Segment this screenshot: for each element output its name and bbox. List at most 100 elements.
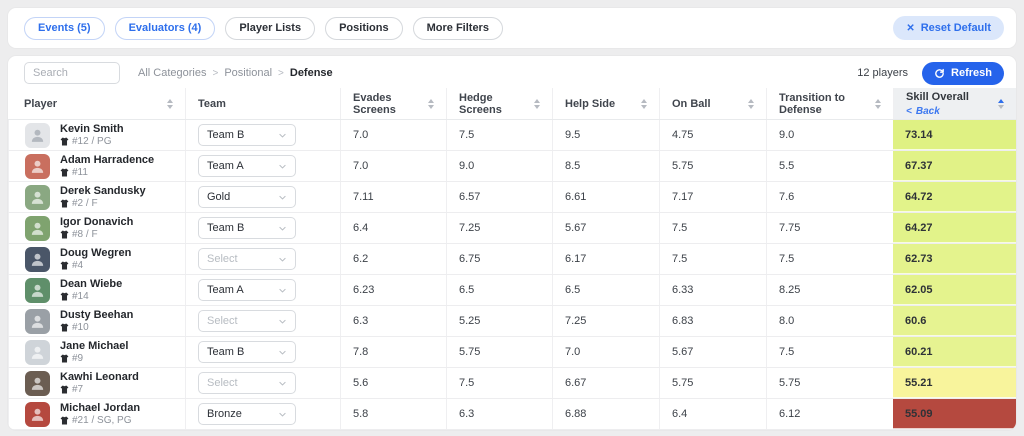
on-ball-value: 5.75 [659, 151, 766, 181]
team-select[interactable]: Select [198, 248, 296, 270]
sort-icon[interactable] [639, 97, 649, 111]
hedge-screens-value: 6.75 [446, 244, 552, 274]
chevron-down-icon [279, 319, 286, 324]
on-ball-value: 4.75 [659, 120, 766, 150]
column-header-transition-to-defense: Transition to Defense [766, 88, 893, 119]
sort-icon[interactable] [996, 97, 1006, 111]
sort-icon[interactable] [532, 97, 542, 111]
chevron-down-icon [279, 195, 286, 200]
avatar [25, 401, 50, 427]
hedge-screens-value: 5.25 [446, 306, 552, 336]
player-name[interactable]: Igor Donavich [60, 216, 134, 228]
player-cell: Michael Jordan #21 / SG, PG [8, 399, 185, 429]
help-side-value: 7.0 [552, 337, 659, 367]
back-link[interactable]: < Back [906, 105, 940, 117]
player-name[interactable]: Michael Jordan [60, 402, 141, 414]
help-side-value: 6.17 [552, 244, 659, 274]
team-select[interactable]: Team B [198, 341, 296, 363]
jersey-icon [60, 261, 69, 270]
filter-pill-evaluators-4[interactable]: Evaluators (4) [114, 16, 216, 40]
column-label: Help Side [565, 97, 616, 110]
skill-overall-value: 55.09 [893, 399, 1016, 429]
player-name[interactable]: Jane Michael [60, 340, 129, 352]
player-name[interactable]: Kawhi Leonard [60, 371, 139, 383]
filter-pill-player-lists[interactable]: Player Lists [225, 16, 316, 40]
skill-overall-value: 64.72 [893, 182, 1016, 212]
skill-overall-value: 62.05 [893, 275, 1016, 305]
player-name[interactable]: Derek Sandusky [60, 185, 146, 197]
team-select[interactable]: Select [198, 372, 296, 394]
sort-icon[interactable] [165, 97, 175, 111]
table-row: Kawhi Leonard #7 Select 5.6 7.5 6.67 5.7… [8, 368, 1016, 399]
column-label: Skill Overall [906, 90, 969, 103]
evades-screens-value: 6.4 [340, 213, 446, 243]
player-jersey: #7 [60, 384, 139, 395]
hedge-screens-value: 5.75 [446, 337, 552, 367]
reset-default-label: Reset Default [920, 22, 991, 34]
hedge-screens-value: 7.25 [446, 213, 552, 243]
sort-icon[interactable] [873, 97, 883, 111]
team-select[interactable]: Gold [198, 186, 296, 208]
breadcrumb-all-categories[interactable]: All Categories [138, 67, 207, 79]
column-header-on-ball: On Ball [659, 88, 766, 119]
player-name[interactable]: Kevin Smith [60, 123, 124, 135]
sort-icon[interactable] [746, 97, 756, 111]
breadcrumb-separator: > [278, 67, 284, 79]
team-select[interactable]: Team A [198, 155, 296, 177]
team-select[interactable]: Team A [198, 279, 296, 301]
chevron-down-icon [279, 164, 286, 169]
avatar [25, 339, 50, 365]
table-row: Igor Donavich #8 / F Team B 6.4 7.25 5.6… [8, 213, 1016, 244]
team-select[interactable]: Team B [198, 124, 296, 146]
player-jersey: #21 / SG, PG [60, 415, 140, 426]
evades-screens-value: 7.11 [340, 182, 446, 212]
transition-to-defense-value: 8.0 [766, 306, 893, 336]
table-toolbar: All Categories > Positional > Defense 12… [8, 56, 1016, 88]
person-icon [31, 284, 44, 297]
table-row: Adam Harradence #11 Team A 7.0 9.0 8.5 5… [8, 151, 1016, 182]
player-jersey: #4 [60, 260, 131, 271]
refresh-button[interactable]: Refresh [922, 61, 1004, 85]
chevron-down-icon [279, 133, 286, 138]
person-icon [31, 191, 44, 204]
breadcrumb-positional[interactable]: Positional [224, 67, 273, 79]
avatar [25, 308, 50, 334]
hedge-screens-value: 7.5 [446, 120, 552, 150]
help-side-value: 6.67 [552, 368, 659, 398]
skill-overall-value: 62.73 [893, 244, 1016, 274]
person-icon [31, 222, 44, 235]
column-label: Player [24, 97, 58, 110]
team-select[interactable]: Team B [198, 217, 296, 239]
player-name[interactable]: Dean Wiebe [60, 278, 123, 290]
transition-to-defense-value: 8.25 [766, 275, 893, 305]
team-cell: Team A [185, 275, 340, 305]
help-side-value: 6.5 [552, 275, 659, 305]
person-icon [31, 346, 44, 359]
reset-default-button[interactable]: ✕ Reset Default [893, 16, 1004, 40]
column-header-player: Player [8, 88, 185, 119]
player-jersey: #11 [60, 167, 154, 178]
player-name[interactable]: Adam Harradence [60, 154, 155, 166]
column-label: Transition to Defense [779, 91, 845, 116]
filter-pill-positions[interactable]: Positions [325, 16, 403, 40]
team-select[interactable]: Bronze [198, 403, 296, 425]
on-ball-value: 7.5 [659, 244, 766, 274]
column-header-hedge-screens: Hedge Screens [446, 88, 552, 119]
breadcrumb-defense: Defense [289, 67, 333, 79]
column-header-skill-overall: Skill Overall < Back [893, 88, 1016, 119]
skill-overall-value: 60.6 [893, 306, 1016, 336]
skill-overall-value: 73.14 [893, 120, 1016, 150]
player-name[interactable]: Dusty Beehan [60, 309, 134, 321]
filter-pill-events-5[interactable]: Events (5) [24, 16, 105, 40]
player-name[interactable]: Doug Wegren [60, 247, 132, 259]
transition-to-defense-value: 6.12 [766, 399, 893, 429]
sort-icon[interactable] [426, 97, 436, 111]
chevron-down-icon [279, 381, 286, 386]
column-header-team: Team [185, 88, 340, 119]
search-input[interactable] [24, 62, 120, 84]
team-cell: Select [185, 368, 340, 398]
person-icon [31, 160, 44, 173]
filter-pill-more-filters[interactable]: More Filters [412, 16, 503, 40]
team-select[interactable]: Select [198, 310, 296, 332]
table-row: Michael Jordan #21 / SG, PG Bronze 5.8 6… [8, 399, 1016, 430]
